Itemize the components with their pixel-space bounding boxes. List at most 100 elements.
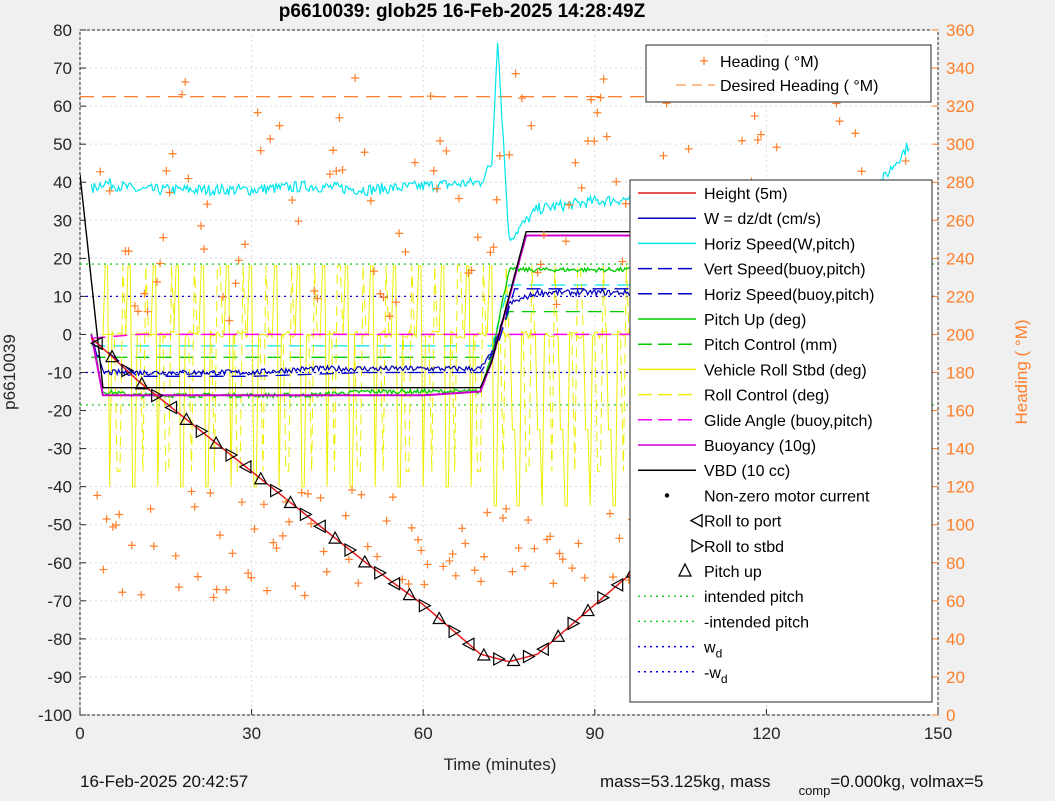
legend-main: Height (5m) W = dz/dt (cm/s) Horiz Speed(W… [629,179,933,703]
x-tick-label: 90 [585,724,604,743]
legend-triangle [689,513,703,528]
heading-marker [152,277,161,286]
heading-marker [206,489,215,498]
heading-marker [338,166,347,175]
heading-marker [524,515,533,524]
heading-marker [143,307,152,316]
legend-label: Pitch up [704,564,762,581]
heading-marker [231,279,240,288]
legend-label: Horiz Speed(W,pitch) [704,236,855,253]
heading-marker [596,93,605,102]
roll-marker [493,651,506,666]
y-tick-label: 0 [63,325,72,344]
heading-marker [228,549,237,558]
heading-marker [319,547,328,556]
legend-label: Pitch Up (deg) [704,312,806,329]
legend-label: Vehicle Roll Stbd (deg) [704,362,867,379]
heading-marker [266,134,275,143]
heading-marker [555,549,564,558]
heading-marker [527,121,536,130]
heading-marker [414,535,423,544]
heading-marker [203,200,212,209]
heading-marker [360,148,369,157]
axes: 0 30 60 90 120 15080706050403020100-10-20-30-… [38,21,974,743]
heading-marker [278,531,287,540]
heading-marker [168,149,177,158]
heading-marker [498,513,507,522]
legend-label: Non-zero motor current [704,488,870,505]
heading-marker [587,95,596,104]
heading-marker [285,517,294,526]
heading-marker [140,289,149,298]
roll-marker [448,624,462,639]
legend-top-label: Desired Heading ( °M) [720,78,878,95]
roll-marker [179,412,194,425]
heading-marker [483,508,492,517]
heading-marker [275,121,284,130]
roll-marker [461,637,475,652]
heading-marker [738,136,747,145]
heading-marker [772,143,781,152]
legend-label: -intended pitch [704,614,809,631]
heading-marker [212,585,221,594]
legend-dot [664,493,670,498]
heading-marker [366,196,375,205]
roll-marker [209,435,224,449]
legend-main-box [629,179,933,703]
heading-marker [609,572,618,581]
heading-marker [568,564,577,573]
y-tick-label: 70 [53,59,72,78]
roll-marker [522,649,536,664]
heading-marker [470,566,479,575]
heading-marker [546,532,555,541]
heading-marker [130,301,139,310]
heading-marker [174,583,183,592]
heading-marker [486,248,495,257]
roll-marker [253,471,268,485]
heading-marker [533,268,542,277]
heading-marker [184,174,193,183]
heading-marker [835,117,844,126]
heading-marker [307,519,316,528]
heading-marker [256,146,265,155]
heading-marker [234,256,243,265]
y2-tick-label: 280 [946,173,974,192]
roll-marker [121,363,135,378]
legend-label: VBD (10 cc) [704,463,790,480]
heading-marker [517,94,526,103]
y2-tick-label: 40 [946,630,965,649]
heading-marker [303,489,312,498]
heading-marker [454,194,463,203]
heading-marker [448,549,457,558]
legend-subscript: d [716,647,723,661]
footer-comp-rest: =0.000kg, volmax=5 [830,772,984,791]
heading-marker [571,158,580,167]
heading-marker [593,108,602,117]
heading-marker [385,312,394,321]
legend-label: Glide Angle (buoy,pitch) [704,413,873,430]
heading-marker [615,534,624,543]
roll-marker [610,577,624,592]
y-tick-label: -20 [47,402,72,421]
roll-marker [357,554,372,568]
roll-marker [105,349,120,363]
roll-marker [374,565,387,580]
heading-marker [102,515,111,524]
heading-marker [269,538,278,547]
heading-marker [225,316,234,325]
heading-marker [495,151,504,160]
heading-marker [146,504,155,513]
legend-subscript: d [721,672,728,686]
heading-marker [420,580,429,589]
heading-marker [851,129,860,138]
heading-marker [379,293,388,302]
x-tick-label: 150 [924,724,952,743]
heading-marker [442,146,451,155]
legend-triangle [677,562,693,577]
heading-marker [294,217,303,226]
y2-tick-label: 360 [946,21,974,40]
heading-marker [577,183,586,192]
heading-marker [561,237,570,246]
y-tick-label: -30 [47,440,72,459]
heading-marker [96,167,105,176]
